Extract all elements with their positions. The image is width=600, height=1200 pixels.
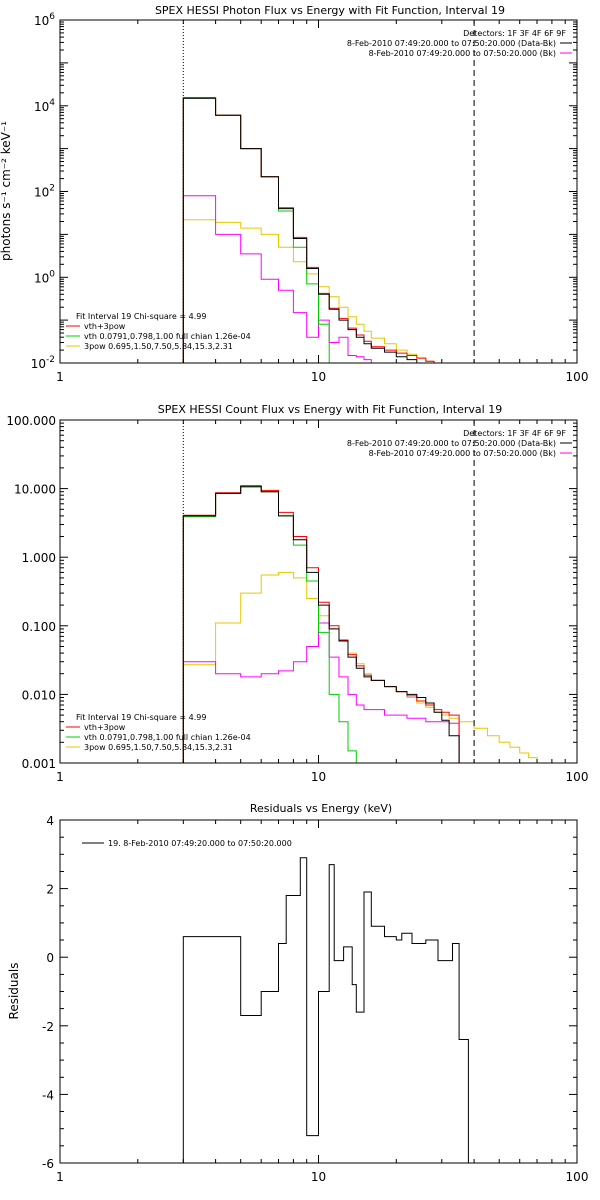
- x-tick-label: 100: [566, 770, 589, 784]
- count-fit-legend: Fit Interval 19 Chi-square = 4.99 vth+3p…: [66, 713, 251, 752]
- count-y-axis: 0.001 0.010 0.100 1.000 10.000 100.000: [6, 414, 577, 771]
- x-tick-label: 100: [566, 1170, 589, 1184]
- count-series-bk: [182, 622, 460, 763]
- y-tick-label: -4: [42, 1088, 54, 1102]
- residuals-series-residuals: [182, 857, 469, 1163]
- residuals-legend-text: 19. 8-Feb-2010 07:49:20.000 to 07:50:20.…: [108, 839, 292, 848]
- photon-detectors-text: Detectors: 1F 3F 4F 6F 9F: [463, 29, 566, 38]
- residuals-y-axis: -6 -4 -2 0 2 4: [42, 814, 577, 1171]
- count-detectors-text: Detectors: 1F 3F 4F 6F 9F: [463, 429, 566, 438]
- photon-series-data-bk: [182, 97, 460, 363]
- photon-legend-bk: 8-Feb-2010 07:49:20.000 to 07:50:20.000 …: [369, 49, 556, 58]
- photon-series-bk: [182, 195, 460, 363]
- residuals-series-layer: [182, 857, 469, 1163]
- count-x-axis: 1 10 100: [56, 420, 588, 784]
- photon-fit-vth-label: vth 0.0791,0.798,1.00 full chian 1.26e-0…: [84, 332, 251, 341]
- y-tick-label: 0.010: [22, 688, 56, 702]
- photon-vertical-markers: [182, 20, 475, 363]
- photon-y-axis: 10-2 100 102 104 106: [31, 12, 577, 371]
- count-series-vth: [182, 486, 357, 763]
- y-tick-label: 4: [46, 814, 54, 828]
- photon-series-layer: [182, 97, 511, 363]
- y-tick-label: 102: [34, 184, 55, 200]
- x-tick-label: 100: [566, 370, 589, 384]
- count-vertical-markers: [182, 420, 475, 763]
- residuals-chart-title: Residuals vs Energy (keV): [250, 802, 392, 815]
- count-legend-bk: 8-Feb-2010 07:49:20.000 to 07:50:20.000 …: [369, 449, 556, 458]
- photon-flux-panel: SPEX HESSI Photon Flux vs Energy with Fi…: [0, 4, 588, 384]
- y-tick-label: 0.001: [22, 757, 56, 771]
- photon-legend-data-bk: 8-Feb-2010 07:49:20.000 to 07:50:20.000 …: [347, 39, 556, 48]
- residuals-y-axis-label: Residuals: [7, 963, 21, 1020]
- residuals-panel: Residuals vs Energy (keV) 1 10 100 -6 -4 -2 0…: [7, 802, 588, 1184]
- count-info-block: Detectors: 1F 3F 4F 6F 9F 8-Feb-2010 07:…: [347, 429, 572, 458]
- y-tick-label: 0: [46, 951, 54, 965]
- photon-series-3pow: [182, 219, 511, 363]
- count-series-data-bk: [182, 485, 460, 763]
- photon-x-axis: 1 10 100: [56, 20, 588, 384]
- x-tick-label: 1: [56, 770, 64, 784]
- y-tick-label: 100: [34, 269, 55, 285]
- photon-y-axis-label: photons s⁻¹ cm⁻² keV⁻¹: [0, 121, 13, 261]
- photon-series-vth: [182, 97, 357, 363]
- y-tick-label: 104: [34, 98, 55, 114]
- x-tick-label: 1: [56, 370, 64, 384]
- y-tick-label: 10.000: [14, 483, 56, 497]
- photon-fit-interval-text: Fit Interval 19 Chi-square = 4.99: [76, 312, 206, 321]
- y-tick-label: 100.000: [6, 414, 56, 428]
- count-series-layer: [182, 485, 538, 763]
- x-tick-label: 10: [311, 370, 326, 384]
- count-legend-data-bk: 8-Feb-2010 07:49:20.000 to 07:50:20.000 …: [347, 439, 556, 448]
- count-fit-vth3pow-label: vth+3pow: [84, 723, 126, 732]
- y-tick-label: -6: [42, 1157, 54, 1171]
- count-fit-vth-label: vth 0.0791,0.798,1.00 full chian 1.26e-0…: [84, 733, 251, 742]
- photon-fit-legend: Fit Interval 19 Chi-square = 4.99 vth+3p…: [66, 312, 251, 351]
- y-tick-label: 1.000: [22, 551, 56, 565]
- residuals-x-axis: 1 10 100: [56, 820, 588, 1184]
- y-tick-label: 0.100: [22, 620, 56, 634]
- photon-chart-title: SPEX HESSI Photon Flux vs Energy with Fi…: [155, 4, 505, 17]
- photon-fit-vth3pow-label: vth+3pow: [84, 322, 126, 331]
- photon-fit-3pow-label: 3pow 0.695,1.50,7.50,5.84,15.3,2.31: [84, 342, 233, 351]
- count-chart-title: SPEX HESSI Count Flux vs Energy with Fit…: [158, 403, 502, 416]
- photon-info-block: Detectors: 1F 3F 4F 6F 9F 8-Feb-2010 07:…: [347, 29, 572, 58]
- y-tick-label: 106: [34, 12, 55, 28]
- y-tick-label: 2: [46, 883, 54, 897]
- count-fit-interval-text: Fit Interval 19 Chi-square = 4.99: [76, 713, 206, 722]
- y-tick-label: 10-2: [31, 355, 55, 371]
- x-tick-label: 1: [56, 1170, 64, 1184]
- x-tick-label: 10: [311, 1170, 326, 1184]
- y-tick-label: -2: [42, 1020, 54, 1034]
- x-tick-label: 10: [311, 770, 326, 784]
- count-fit-3pow-label: 3pow 0.695,1.50,7.50,5.84,15.3,2.31: [84, 743, 233, 752]
- count-series-vth-3pow: [182, 485, 460, 763]
- count-flux-panel: SPEX HESSI Count Flux vs Energy with Fit…: [6, 403, 588, 784]
